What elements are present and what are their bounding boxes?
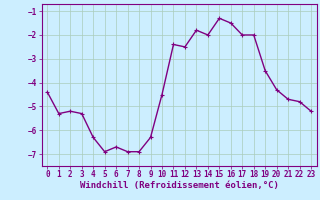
X-axis label: Windchill (Refroidissement éolien,°C): Windchill (Refroidissement éolien,°C) <box>80 181 279 190</box>
